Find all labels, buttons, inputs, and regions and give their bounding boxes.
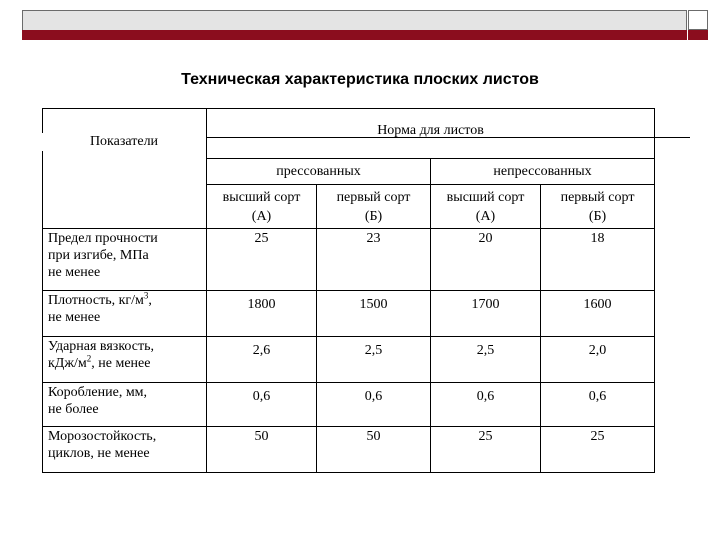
grade-name: первый сорт	[560, 189, 635, 205]
row-label: Плотность, кг/м3, не менее	[42, 290, 207, 337]
row-label: Ударная вязкость, кДж/м2, не менее	[42, 336, 207, 383]
grade-header: высший сорт (А)	[206, 184, 317, 229]
slide-corner-square	[688, 10, 708, 30]
table-cell: 1500	[316, 290, 431, 337]
table-row: Ударная вязкость, кДж/м2, не менее 2,6 2,…	[42, 336, 656, 383]
grade-code: (А)	[251, 208, 272, 224]
grade-name: первый сорт	[336, 189, 411, 205]
table-cell: 25	[539, 426, 656, 473]
param-header-cell	[42, 108, 207, 229]
slide-accent-stripe	[22, 30, 687, 40]
grade-header: высший сорт (А)	[430, 184, 541, 229]
table-cell: 18	[539, 228, 656, 291]
table-cell: 2,6	[206, 336, 317, 383]
grade-name: высший сорт	[222, 189, 301, 205]
grade-name: высший сорт	[446, 189, 525, 205]
table-row: Коробление, мм, не более 0,6 0,6 0,6 0,6	[42, 382, 656, 427]
grade-header: первый сорт (Б)	[316, 184, 431, 229]
table-row: Предел прочности при изгибе, МПа не менее …	[42, 228, 656, 291]
header-row-grades: высший сорт (А) первый сорт (Б) высший сор…	[43, 184, 656, 229]
table-cell: 50	[206, 426, 317, 473]
table-cell: 25	[206, 228, 317, 291]
table-cell: 25	[430, 426, 541, 473]
row-label: Морозостойкость, циклов, не менее	[42, 426, 207, 473]
slide-corner-accent	[688, 30, 708, 40]
page-title: Техническая характеристика плоских листо…	[181, 71, 539, 88]
group-header-pressed: прессованных	[206, 158, 431, 185]
table-cell: 1700	[430, 290, 541, 337]
table-cell: 2,0	[539, 336, 656, 383]
grade-code: (Б)	[364, 208, 383, 224]
table-row: Плотность, кг/м3, не менее 1800 1500 170…	[42, 290, 656, 337]
specs-table: Норма для листов прессованных непрессова…	[42, 108, 656, 473]
table-cell: 23	[316, 228, 431, 291]
table-cell: 2,5	[316, 336, 431, 383]
table-cell: 20	[430, 228, 541, 291]
table-row: Морозостойкость, циклов, не менее 50 50 2…	[42, 426, 656, 473]
grade-header: первый сорт (Б)	[539, 184, 656, 229]
row-label: Коробление, мм, не более	[42, 382, 207, 427]
grade-code: (А)	[475, 208, 496, 224]
table-cell: 0,6	[316, 382, 431, 427]
table-cell: 2,5	[430, 336, 541, 383]
grade-code: (Б)	[588, 208, 607, 224]
table-cell: 1600	[539, 290, 656, 337]
table-cell: 1800	[206, 290, 317, 337]
table-cell: 0,6	[430, 382, 541, 427]
slide-top-bar	[22, 10, 687, 32]
table-cell: 50	[316, 426, 431, 473]
table-cell: 0,6	[539, 382, 656, 427]
table-cell: 0,6	[206, 382, 317, 427]
row-label: Предел прочности при изгибе, МПа не менее	[42, 228, 207, 291]
norm-header: Норма для листов	[205, 108, 656, 159]
group-header-unpressed: непрессованных	[429, 158, 656, 185]
param-column-header: Показатели	[42, 133, 206, 151]
header-rule	[42, 137, 690, 138]
